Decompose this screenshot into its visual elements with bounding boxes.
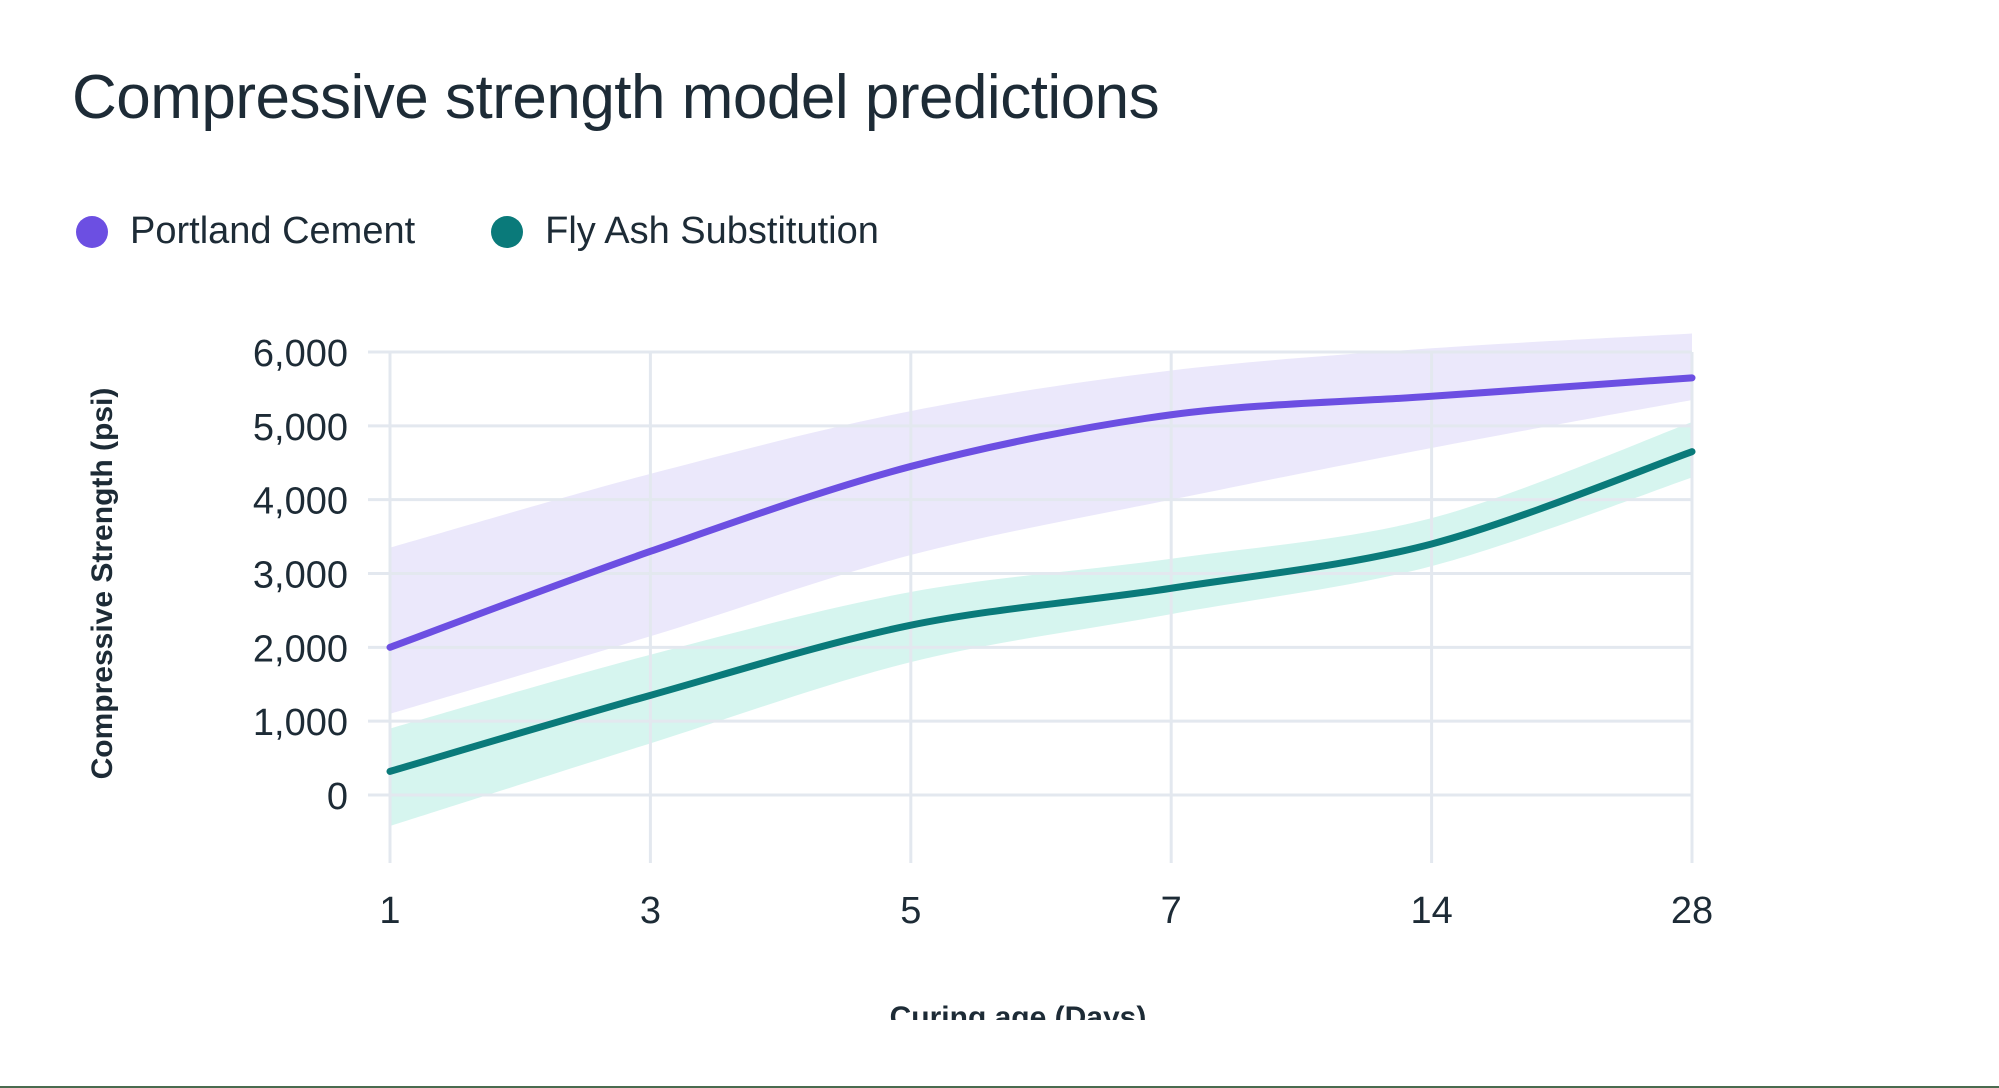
x-tick-label: 14: [1410, 890, 1452, 932]
confidence-band-fly-ash: [390, 422, 1692, 827]
page-title: Compressive strength model predictions: [72, 63, 1160, 132]
plot-area: 0 1,000 2,000 3,000 4,000 5,000 6,000 1 3 5 7 14 28…: [0, 300, 1999, 1020]
y-tick-label: 1,000: [253, 702, 348, 744]
line-series-portland-cement: [386, 374, 1696, 651]
chart-legend: Portland Cement Fly Ash Substitution: [76, 210, 879, 253]
line-series-fly-ash: [386, 448, 1696, 775]
y-tick-label: 6,000: [253, 333, 348, 375]
legend-label: Portland Cement: [130, 210, 416, 252]
y-tick-label: 2,000: [253, 628, 348, 670]
x-tick-label: 28: [1671, 890, 1713, 932]
y-tick-label: 3,000: [253, 555, 348, 597]
legend-item-fly-ash-substitution[interactable]: Fly Ash Substitution: [491, 210, 879, 253]
confidence-bands: [390, 333, 1692, 827]
series-lines: [386, 374, 1696, 775]
x-tick-label: 1: [379, 890, 400, 932]
legend-dot-icon: [76, 215, 108, 248]
line-chart-svg: 0 1,000 2,000 3,000 4,000 5,000 6,000 1 3 5 7 14 28…: [86, 333, 1713, 1020]
legend-item-portland-cement[interactable]: Portland Cement: [76, 210, 415, 253]
y-axis-title: Compressive Strength (psi): [86, 388, 119, 780]
y-tick-label: 5,000: [253, 407, 348, 449]
legend-label: Fly Ash Substitution: [545, 210, 879, 252]
x-tick-label: 7: [1161, 890, 1182, 932]
x-axis-ticks: 1 3 5 7 14 28: [379, 890, 1713, 932]
y-tick-label: 4,000: [253, 481, 348, 523]
legend-dot-icon: [491, 215, 524, 248]
x-tick-label: 3: [640, 890, 661, 932]
confidence-band-portland-cement: [390, 333, 1692, 714]
gridlines: [368, 350, 1694, 863]
x-axis-title: Curing age (Days): [890, 1001, 1147, 1020]
y-tick-label: 0: [327, 776, 348, 818]
x-tick-label: 5: [900, 890, 921, 932]
y-axis-ticks: 0 1,000 2,000 3,000 4,000 5,000 6,000: [253, 333, 348, 818]
